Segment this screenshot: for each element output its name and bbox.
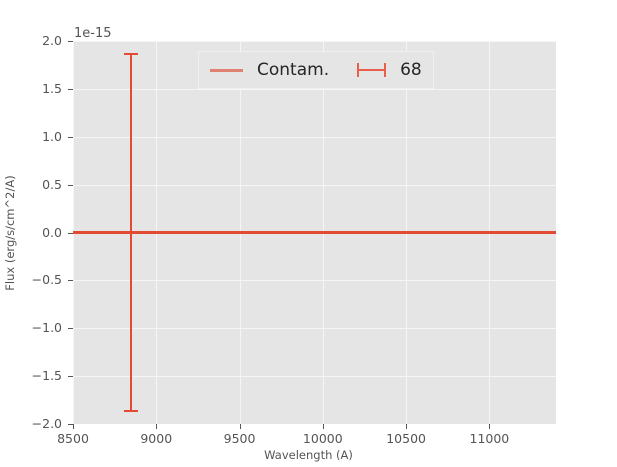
x-tick-mark — [489, 424, 491, 429]
x-tick-label: 8500 — [57, 431, 89, 446]
gridline-horizontal — [73, 280, 556, 282]
legend-entry-68[interactable]: 68 — [355, 60, 422, 80]
gridline-horizontal — [73, 41, 556, 42]
y-tick-mark — [68, 280, 73, 282]
errorbar-cap-top — [123, 53, 138, 56]
y-tick-label: −1.0 — [31, 320, 62, 336]
x-tick-label: 11000 — [469, 431, 510, 446]
legend-entry-contam[interactable]: Contam. — [210, 60, 329, 80]
x-tick-label: 10500 — [386, 431, 426, 446]
y-tick-label: 0.0 — [42, 224, 62, 240]
y-tick-label: −0.5 — [31, 272, 62, 288]
x-tick-mark — [73, 424, 74, 429]
x-tick-mark — [239, 424, 241, 429]
x-tick-mark — [322, 424, 324, 429]
y-axis-offset-label: 1e-15 — [74, 26, 112, 41]
errorbar-swatch-cap-right — [384, 63, 387, 77]
gridline-horizontal — [73, 88, 556, 90]
y-tick-mark — [68, 424, 73, 425]
gridline-horizontal — [73, 376, 556, 378]
y-tick-mark — [68, 88, 73, 90]
legend-label-68: 68 — [400, 60, 422, 80]
y-tick-label: −1.5 — [31, 368, 62, 384]
y-tick-mark — [68, 376, 73, 378]
y-tick-label: 1.5 — [42, 80, 62, 96]
y-tick-mark — [68, 136, 73, 138]
x-tick-mark — [406, 424, 408, 429]
errorbar-cap-bottom — [123, 409, 138, 412]
errorbar-swatch-cap-left — [357, 63, 360, 77]
y-tick-label: 0.5 — [42, 176, 62, 192]
errorbar-swatch-bar — [357, 69, 387, 71]
contam-line-series — [73, 231, 556, 234]
y-tick-mark — [68, 232, 73, 234]
y-tick-label: −2.0 — [31, 416, 62, 431]
x-tick-mark — [156, 424, 158, 429]
x-axis-label: Wavelength (A) — [264, 448, 353, 462]
legend-label-contam: Contam. — [257, 60, 330, 80]
y-axis-label: Flux (erg/s/cm^2/A) — [3, 174, 17, 291]
line-swatch-icon — [210, 68, 243, 72]
y-axis-label-container: Flux (erg/s/cm^2/A) — [0, 41, 20, 424]
gridline-horizontal — [73, 328, 556, 330]
x-tick-label: 9000 — [140, 431, 173, 446]
y-tick-mark — [68, 184, 73, 186]
errorbar-series — [123, 41, 138, 424]
y-tick-mark — [68, 328, 73, 330]
errorbar-stem — [129, 53, 132, 412]
x-tick-label: 10000 — [302, 431, 343, 446]
errorbar-swatch-icon — [355, 62, 388, 78]
gridline-horizontal — [73, 136, 556, 138]
y-tick-mark — [68, 41, 73, 42]
y-tick-label: 2.0 — [42, 33, 62, 48]
x-tick-label: 9500 — [223, 431, 256, 446]
gridline-horizontal — [73, 184, 556, 186]
plot-area[interactable] — [73, 41, 556, 424]
legend[interactable]: Contam. 68 — [198, 51, 434, 89]
y-tick-label: 1.0 — [42, 128, 62, 144]
